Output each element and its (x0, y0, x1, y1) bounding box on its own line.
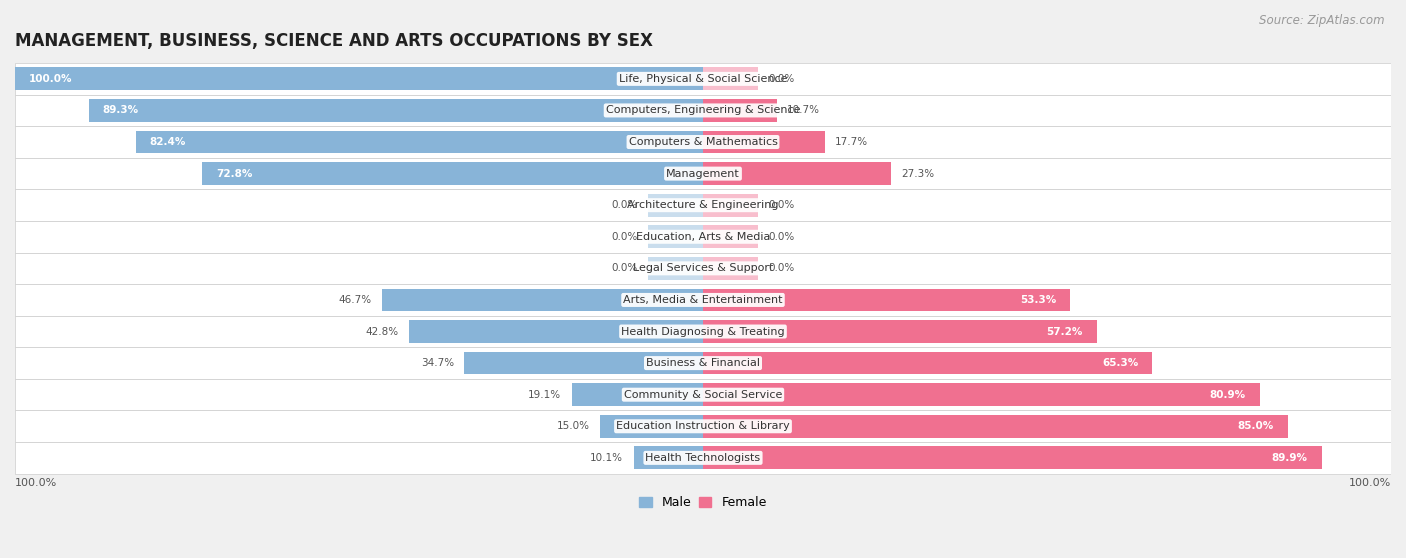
Text: Computers & Mathematics: Computers & Mathematics (628, 137, 778, 147)
Text: Management: Management (666, 169, 740, 179)
Bar (15, 316, 1391, 347)
Bar (703, 257, 758, 280)
Bar (202, 162, 703, 185)
Bar (703, 320, 1097, 343)
Text: Education Instruction & Library: Education Instruction & Library (616, 421, 790, 431)
Bar (703, 194, 758, 217)
Text: 0.0%: 0.0% (612, 232, 638, 242)
Text: 82.4%: 82.4% (150, 137, 186, 147)
Bar (15, 379, 1391, 411)
Text: 17.7%: 17.7% (835, 137, 869, 147)
Bar (703, 225, 758, 248)
Text: Education, Arts & Media: Education, Arts & Media (636, 232, 770, 242)
Bar (703, 383, 1260, 406)
Text: Architecture & Engineering: Architecture & Engineering (627, 200, 779, 210)
Bar (703, 352, 1153, 374)
Bar (15, 68, 703, 90)
Text: 65.3%: 65.3% (1102, 358, 1139, 368)
Text: Source: ZipAtlas.com: Source: ZipAtlas.com (1260, 14, 1385, 27)
Text: 0.0%: 0.0% (612, 200, 638, 210)
Text: 72.8%: 72.8% (217, 169, 252, 179)
Text: 0.0%: 0.0% (768, 200, 794, 210)
Text: 0.0%: 0.0% (612, 263, 638, 273)
Bar (15, 189, 1391, 221)
Text: 10.1%: 10.1% (591, 453, 623, 463)
Bar (572, 383, 703, 406)
Bar (703, 68, 758, 90)
Text: 57.2%: 57.2% (1046, 326, 1083, 336)
Text: 34.7%: 34.7% (420, 358, 454, 368)
Bar (464, 352, 703, 374)
Text: Health Technologists: Health Technologists (645, 453, 761, 463)
Text: 53.3%: 53.3% (1019, 295, 1056, 305)
Bar (15, 284, 1391, 316)
Text: 100.0%: 100.0% (28, 74, 72, 84)
Bar (15, 158, 1391, 189)
Bar (648, 194, 703, 217)
Bar (89, 99, 703, 122)
Text: 0.0%: 0.0% (768, 74, 794, 84)
Text: 27.3%: 27.3% (901, 169, 934, 179)
Text: 0.0%: 0.0% (768, 232, 794, 242)
Bar (15, 221, 1391, 253)
Bar (703, 131, 825, 153)
Bar (703, 415, 1288, 437)
Bar (703, 99, 776, 122)
Bar (600, 415, 703, 437)
Text: 89.3%: 89.3% (103, 105, 139, 116)
Text: Health Diagnosing & Treating: Health Diagnosing & Treating (621, 326, 785, 336)
Text: Business & Financial: Business & Financial (645, 358, 761, 368)
Text: 85.0%: 85.0% (1237, 421, 1274, 431)
Bar (15, 411, 1391, 442)
Text: 46.7%: 46.7% (339, 295, 371, 305)
Bar (15, 253, 1391, 284)
Text: Life, Physical & Social Science: Life, Physical & Social Science (619, 74, 787, 84)
Text: 100.0%: 100.0% (1348, 478, 1391, 488)
Text: 19.1%: 19.1% (529, 389, 561, 400)
Text: 80.9%: 80.9% (1209, 389, 1246, 400)
Bar (15, 442, 1391, 474)
Bar (15, 347, 1391, 379)
Legend: Male, Female: Male, Female (634, 491, 772, 514)
Text: 42.8%: 42.8% (366, 326, 398, 336)
Text: MANAGEMENT, BUSINESS, SCIENCE AND ARTS OCCUPATIONS BY SEX: MANAGEMENT, BUSINESS, SCIENCE AND ARTS O… (15, 32, 652, 50)
Bar (15, 63, 1391, 95)
Bar (648, 225, 703, 248)
Text: Community & Social Service: Community & Social Service (624, 389, 782, 400)
Bar (703, 446, 1322, 469)
Bar (703, 162, 891, 185)
Text: Legal Services & Support: Legal Services & Support (633, 263, 773, 273)
Text: 15.0%: 15.0% (557, 421, 589, 431)
Text: 0.0%: 0.0% (768, 263, 794, 273)
Bar (136, 131, 703, 153)
Text: 100.0%: 100.0% (15, 478, 58, 488)
Bar (409, 320, 703, 343)
Text: 89.9%: 89.9% (1272, 453, 1308, 463)
Bar (634, 446, 703, 469)
Bar (15, 95, 1391, 126)
Text: Computers, Engineering & Science: Computers, Engineering & Science (606, 105, 800, 116)
Text: Arts, Media & Entertainment: Arts, Media & Entertainment (623, 295, 783, 305)
Bar (648, 257, 703, 280)
Bar (15, 126, 1391, 158)
Text: 10.7%: 10.7% (787, 105, 820, 116)
Bar (381, 288, 703, 311)
Bar (703, 288, 1070, 311)
